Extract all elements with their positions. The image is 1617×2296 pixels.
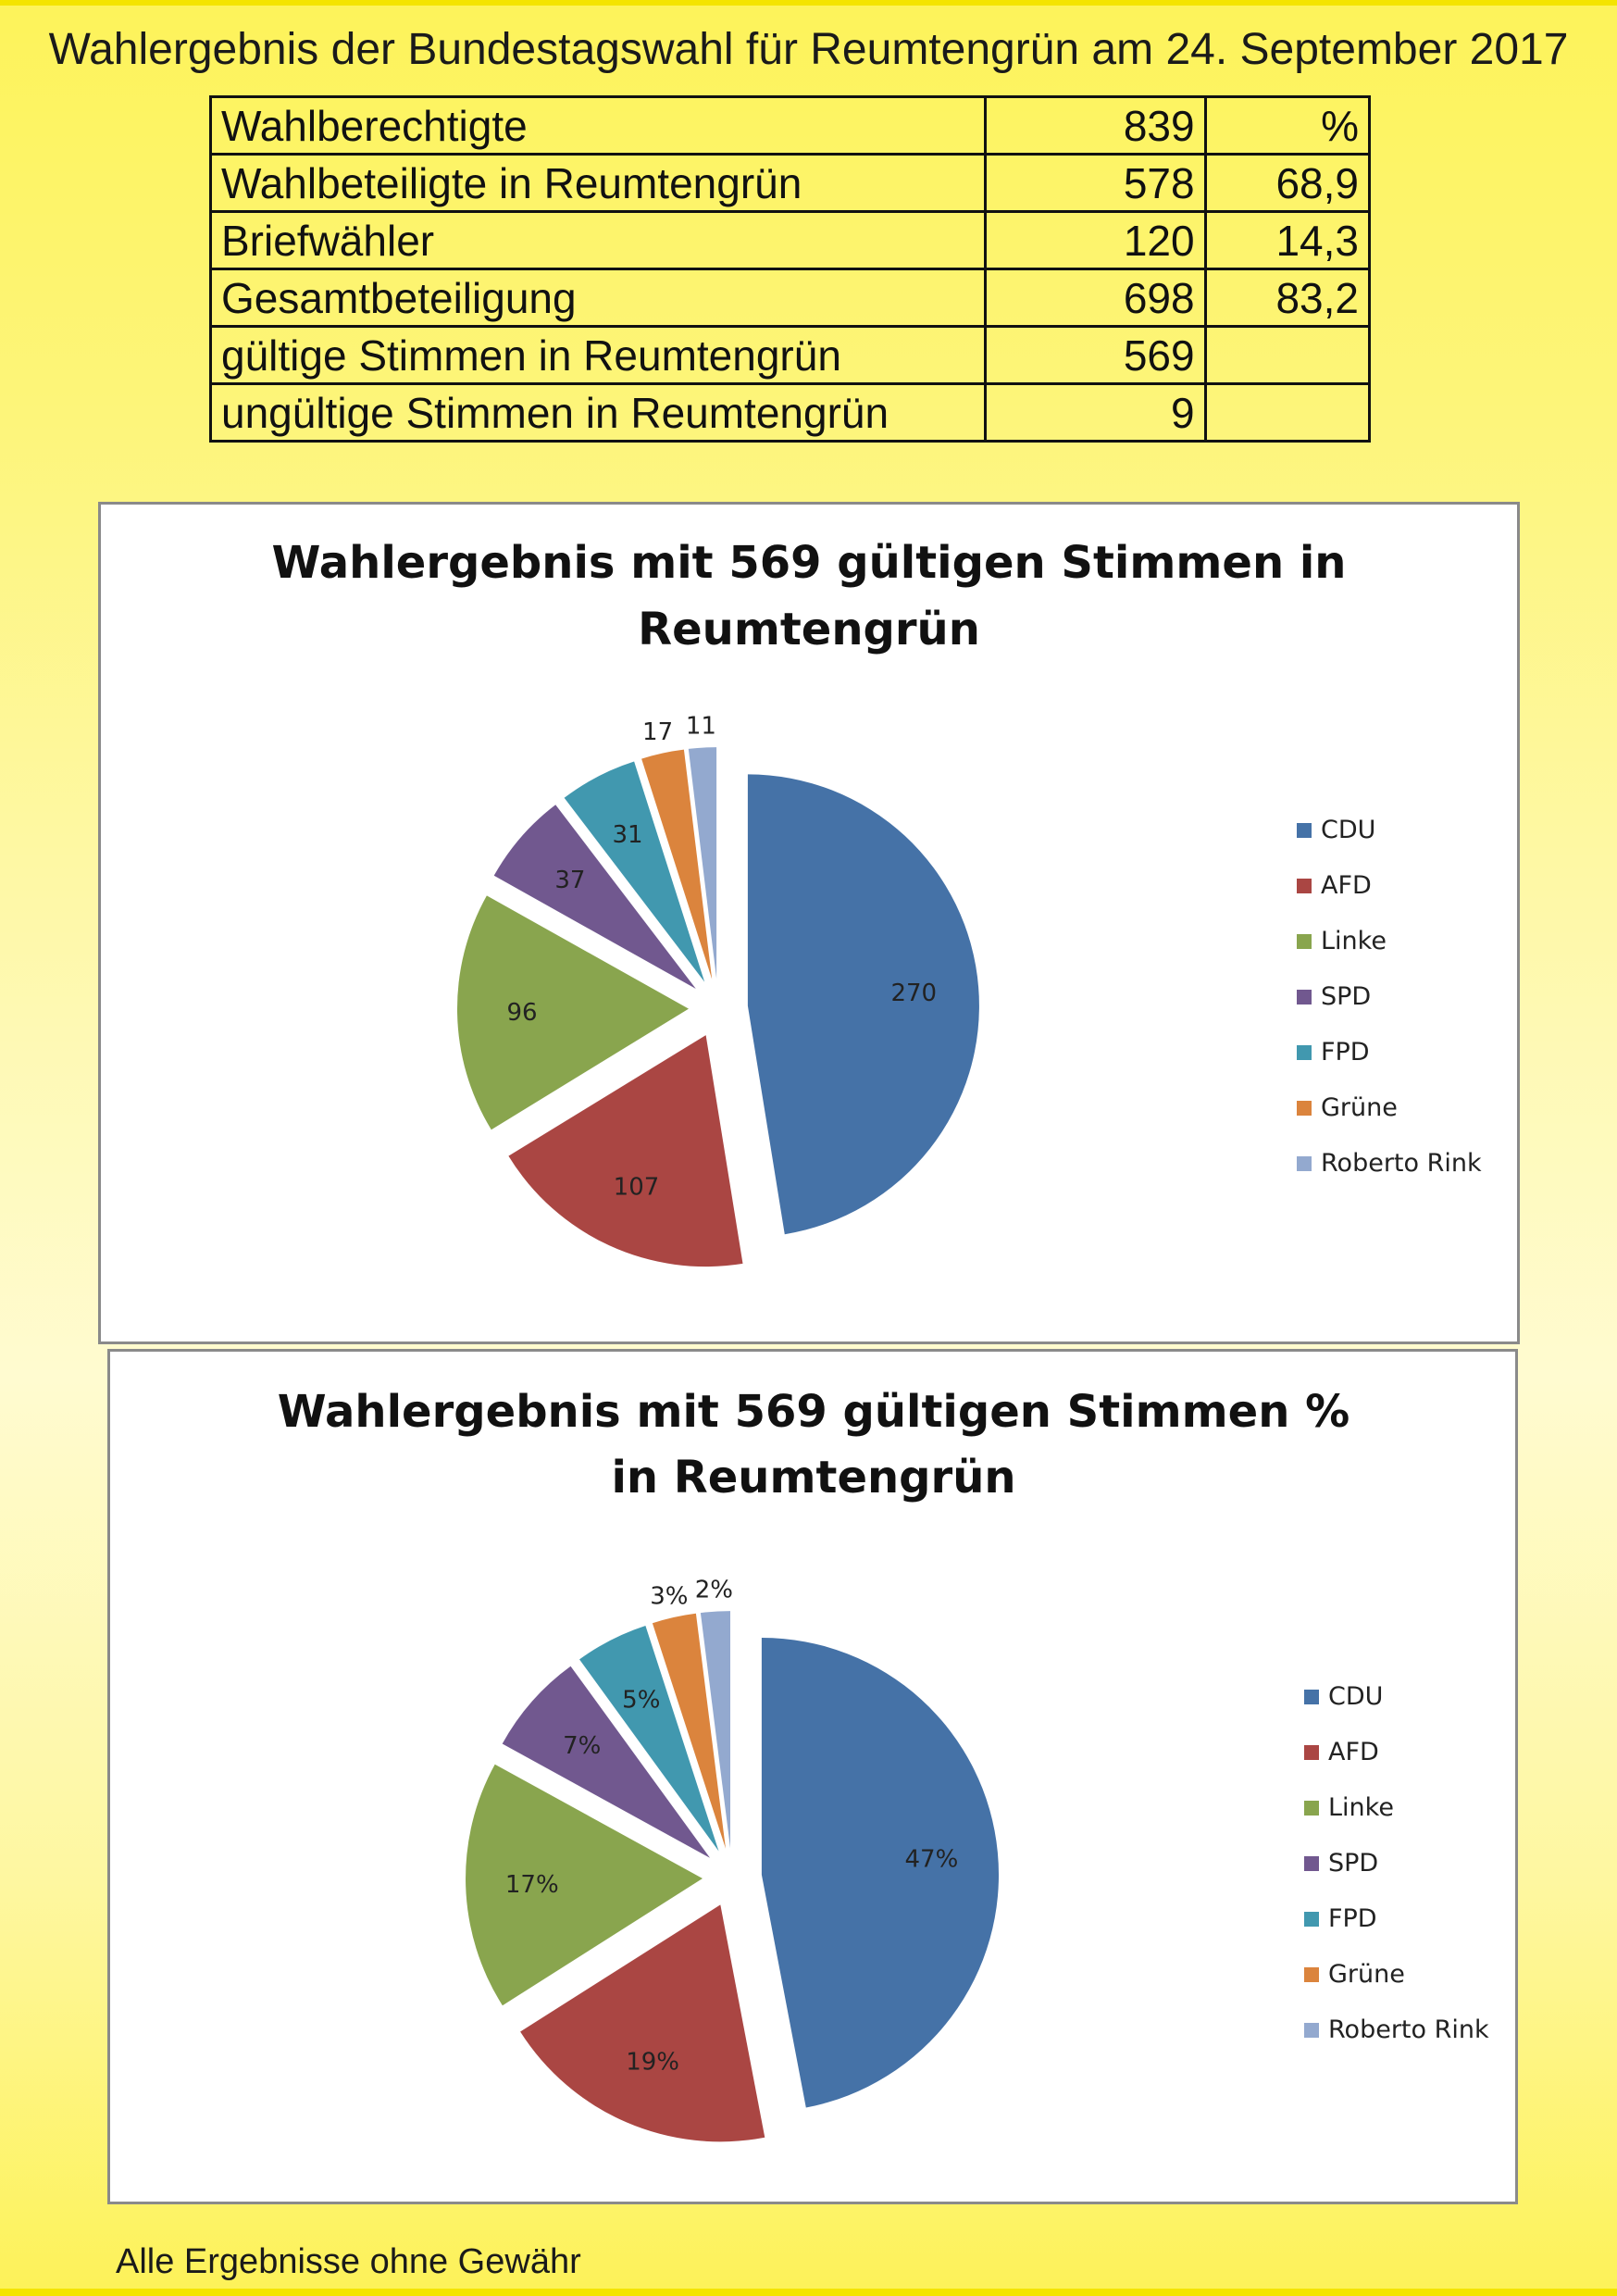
chart-legend: CDU AFD Linke SPD FPD Grüne Roberto Rink <box>1297 816 1482 1178</box>
pie-slices <box>456 747 979 1267</box>
legend-swatch <box>1304 1967 1319 1982</box>
pie-slice-roberto-rink <box>688 747 717 980</box>
legend-label: Roberto Rink <box>1328 2015 1489 2044</box>
legend-swatch <box>1304 1690 1319 1704</box>
results-table: Wahlberechtigte 839 % Wahlbeteiligte in … <box>209 95 1372 443</box>
data-label: 270 <box>890 980 937 1007</box>
chart-title-line-1: Wahlergebnis mit 569 gültigen Stimmen in <box>272 537 1347 589</box>
legend-label: CDU <box>1321 816 1375 844</box>
row-label: Wahlberechtigte <box>209 95 987 156</box>
data-label: 31 <box>612 821 642 849</box>
row-percent <box>1203 325 1372 385</box>
votes-pie-chart: Wahlergebnis mit 569 gültigen Stimmen in… <box>98 502 1520 1344</box>
data-label: 96 <box>506 999 537 1027</box>
chart-title-line-2: in Reumtengrün <box>611 1452 1015 1504</box>
table-row: Wahlberechtigte 839 % <box>209 95 1372 156</box>
pie-slice-linke <box>456 895 689 1130</box>
legend-label: Grüne <box>1321 1093 1398 1122</box>
legend-swatch <box>1297 934 1312 949</box>
legend-swatch <box>1297 1101 1312 1116</box>
data-label: 37 <box>554 867 585 894</box>
pie-slice-cdu <box>761 1638 1000 2108</box>
data-label: 3% <box>650 1583 688 1611</box>
row-percent <box>1203 382 1372 443</box>
pie-slices <box>466 1611 1000 2142</box>
pie-slice-roberto-rink <box>700 1611 730 1849</box>
row-value: 578 <box>983 153 1207 213</box>
legend-label: CDU <box>1328 1682 1383 1711</box>
data-label: 11 <box>686 713 716 741</box>
legend-swatch <box>1304 1856 1319 1871</box>
data-label: 5% <box>622 1686 660 1714</box>
legend-label: FPD <box>1321 1038 1370 1067</box>
row-value: 569 <box>983 325 1207 385</box>
legend-label: SPD <box>1328 1849 1378 1878</box>
table-row: Wahlbeteiligte in Reumtengrün 578 68,9 <box>209 153 1372 213</box>
table-row: gültige Stimmen in Reumtengrün 569 <box>209 325 1372 385</box>
legend-swatch <box>1297 1045 1312 1060</box>
data-label: 47% <box>905 1846 959 1874</box>
legend-swatch <box>1297 823 1312 838</box>
data-label: 19% <box>626 2049 679 2077</box>
chart-title-line-1: Wahlergebnis mit 569 gültigen Stimmen % <box>278 1386 1350 1438</box>
pie-slice-cdu <box>747 774 979 1235</box>
data-label: 107 <box>614 1174 660 1202</box>
data-label: 7% <box>563 1732 601 1760</box>
percent-pie-svg: Wahlergebnis mit 569 gültigen Stimmen % … <box>278 1386 1489 2142</box>
table-row: Briefwähler 120 14,3 <box>209 210 1372 270</box>
pie-slice-spd <box>493 805 696 989</box>
data-label: 2% <box>695 1577 733 1604</box>
legend-label: Linke <box>1321 927 1387 955</box>
legend-swatch <box>1297 990 1312 1004</box>
row-percent: 68,9 <box>1203 153 1372 213</box>
top-border <box>0 0 1617 6</box>
data-label: 17% <box>505 1871 559 1899</box>
legend-label: Roberto Rink <box>1321 1149 1482 1178</box>
row-label: Briefwähler <box>209 210 987 270</box>
legend-label: AFD <box>1328 1738 1379 1766</box>
bottom-border <box>0 2289 1617 2296</box>
pie-slice-spd <box>502 1666 710 1858</box>
chart-title-line-2: Reumtengrün <box>638 604 980 655</box>
row-percent: % <box>1203 95 1372 156</box>
row-value: 9 <box>983 382 1207 443</box>
legend-label: Grüne <box>1328 1960 1405 1989</box>
pie-slice-afd <box>508 1035 743 1267</box>
legend-swatch <box>1304 1745 1319 1760</box>
chart-legend: CDU AFD Linke SPD FPD Grüne Roberto Rink <box>1304 1682 1489 2044</box>
pie-slice-grüne <box>641 749 713 980</box>
legend-label: Linke <box>1328 1793 1394 1822</box>
legend-swatch <box>1304 1912 1319 1927</box>
pie-slice-fpd <box>564 761 705 982</box>
row-label: Gesamtbeteiligung <box>209 268 987 328</box>
row-value: 839 <box>983 95 1207 156</box>
legend-swatch <box>1304 2023 1319 2038</box>
percent-pie-chart: Wahlergebnis mit 569 gültigen Stimmen % … <box>107 1349 1518 2204</box>
legend-label: AFD <box>1321 871 1372 900</box>
votes-pie-svg: Wahlergebnis mit 569 gültigen Stimmen in… <box>272 537 1482 1267</box>
data-label: 17 <box>642 718 673 746</box>
pie-data-labels: 47% 19% 17% 7% 5% 3% 2% <box>505 1577 958 2077</box>
page-title: Wahlergebnis der Bundestagswahl für Reum… <box>48 25 1569 74</box>
row-percent: 83,2 <box>1203 268 1372 328</box>
row-label: ungültige Stimmen in Reumtengrün <box>209 382 987 443</box>
row-percent: 14,3 <box>1203 210 1372 270</box>
table-row: Gesamtbeteiligung 698 83,2 <box>209 268 1372 328</box>
legend-swatch <box>1304 1801 1319 1816</box>
legend-label: FPD <box>1328 1904 1377 1933</box>
pie-slice-grüne <box>652 1613 726 1849</box>
footer-note: Alle Ergebnisse ohne Gewähr <box>116 2242 581 2281</box>
pie-slice-linke <box>466 1764 703 2006</box>
pie-slice-afd <box>520 1904 765 2142</box>
row-value: 698 <box>983 268 1207 328</box>
legend-swatch <box>1297 879 1312 893</box>
row-label: Wahlbeteiligte in Reumtengrün <box>209 153 987 213</box>
row-label: gültige Stimmen in Reumtengrün <box>209 325 987 385</box>
pie-data-labels: 270 107 96 37 31 17 11 <box>506 713 937 1202</box>
pie-slice-fpd <box>579 1626 719 1852</box>
table-row: ungültige Stimmen in Reumtengrün 9 <box>209 382 1372 443</box>
legend-swatch <box>1297 1156 1312 1171</box>
row-value: 120 <box>983 210 1207 270</box>
legend-label: SPD <box>1321 982 1371 1011</box>
